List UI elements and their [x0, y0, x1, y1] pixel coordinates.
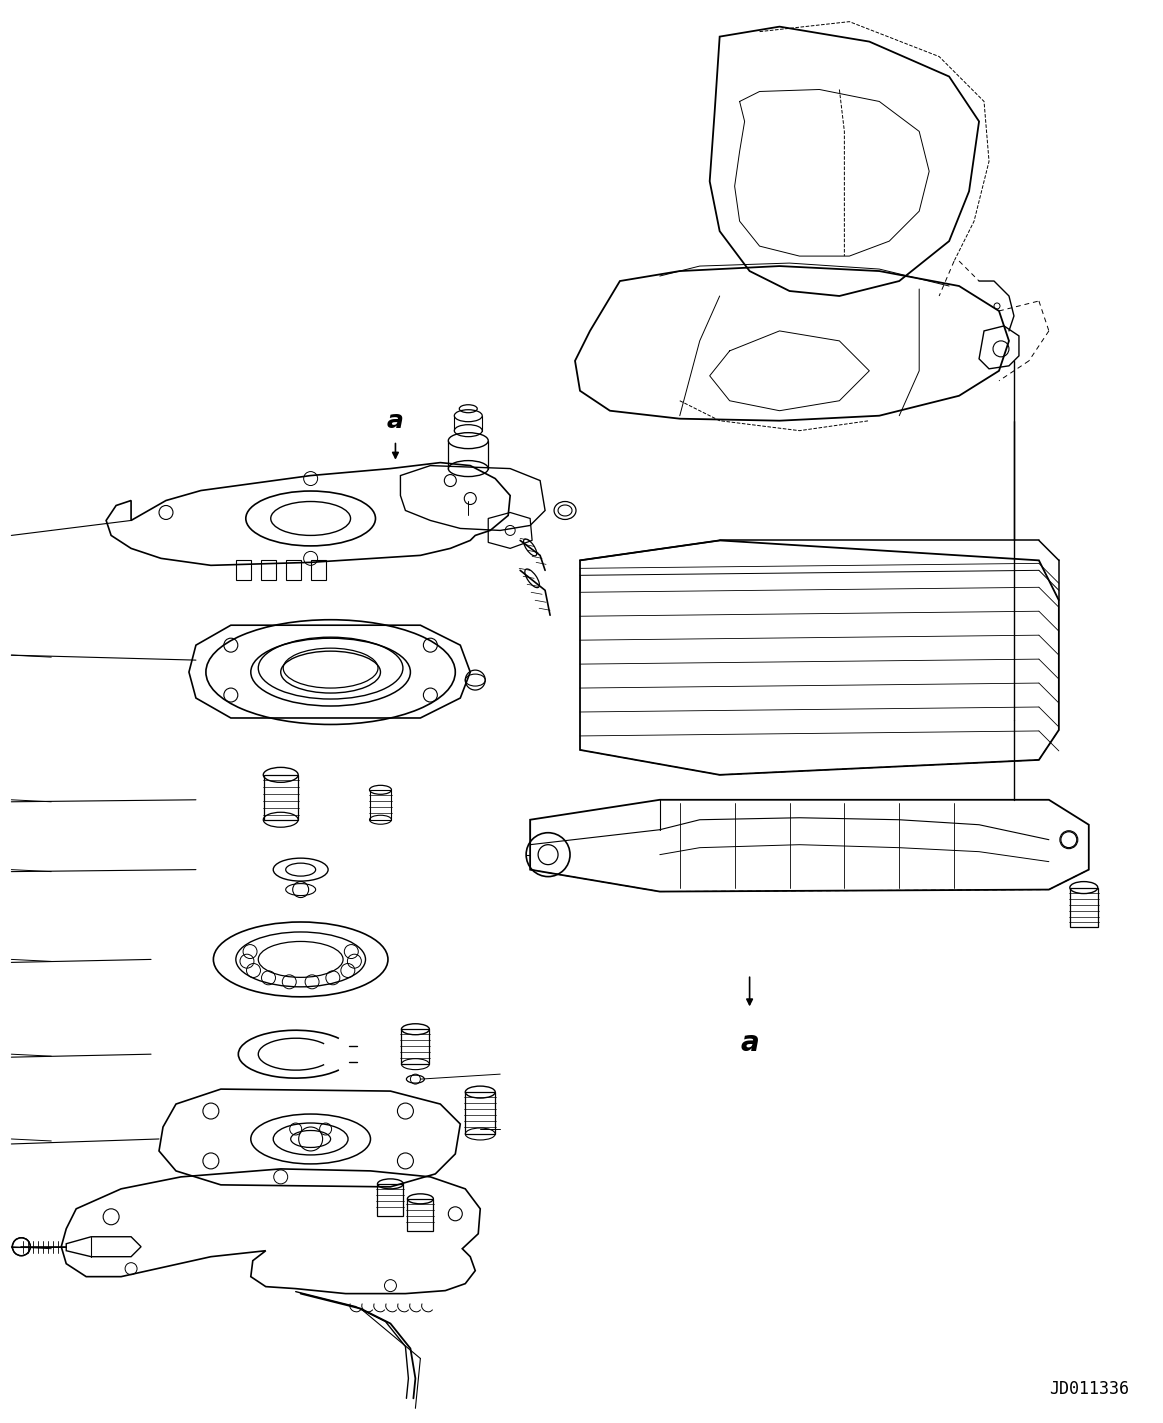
Text: JD011336: JD011336: [1049, 1380, 1128, 1399]
Text: a: a: [740, 1029, 759, 1057]
Text: a: a: [387, 408, 404, 433]
